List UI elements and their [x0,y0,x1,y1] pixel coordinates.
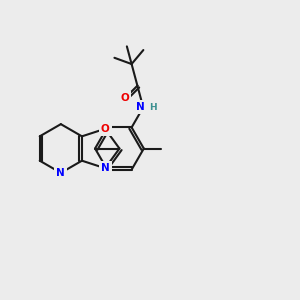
Text: N: N [136,102,145,112]
Text: O: O [101,124,110,134]
Text: N: N [101,163,110,173]
Text: O: O [121,93,129,103]
Text: H: H [149,103,157,112]
Text: N: N [56,168,65,178]
